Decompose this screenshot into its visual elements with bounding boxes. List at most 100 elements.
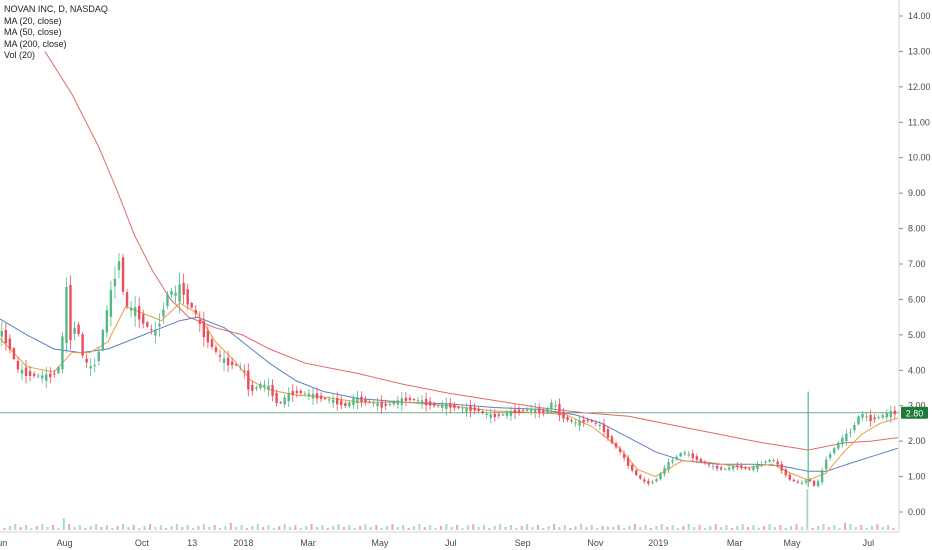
volume-bar (213, 525, 216, 530)
volume-bar (644, 525, 647, 530)
candle-body (360, 396, 363, 403)
volume-bar (531, 527, 534, 530)
candle-body (16, 360, 20, 370)
volume-bar (175, 524, 178, 530)
volume-bar (229, 522, 232, 530)
volume-bar (493, 526, 496, 530)
volume-bar (197, 526, 200, 530)
candle-body (788, 474, 791, 480)
time-axis-label: Jul (863, 538, 875, 548)
candle-body (732, 466, 735, 469)
candle-body (133, 307, 137, 317)
candle-body (420, 400, 424, 404)
price-tick-label: 2.00 (908, 436, 926, 446)
volume-bar (773, 527, 776, 530)
candle-body (723, 468, 727, 470)
volume-bar (46, 527, 49, 530)
candle-body (146, 322, 149, 327)
candle-body (222, 358, 226, 363)
volume-bar (483, 525, 486, 530)
volume-bar (757, 528, 760, 530)
candle-body (469, 406, 472, 412)
volume-bar (601, 526, 604, 530)
candle-body (513, 409, 517, 414)
legend-ma200[interactable]: MA (200, close) (4, 38, 67, 49)
candle-body (255, 387, 258, 390)
candle-body (158, 323, 161, 327)
volume-bar (623, 528, 626, 530)
candle-body (837, 442, 840, 449)
volume-bar (536, 525, 539, 530)
candle-body (497, 414, 501, 416)
candle-body (356, 397, 359, 404)
candle-body (428, 401, 432, 406)
volume-bar (752, 525, 755, 530)
candle-body (752, 467, 755, 471)
candle-body (683, 452, 686, 454)
candle-body (299, 390, 303, 394)
legend-ma20[interactable]: MA (20, close) (4, 15, 62, 26)
volume-bar (817, 526, 820, 530)
time-axis-label: Jul (445, 538, 457, 548)
volume-bar (170, 526, 173, 530)
volume-bar (380, 528, 383, 530)
volume-bar (456, 525, 459, 530)
candle-body (792, 479, 796, 481)
volume-bar (315, 527, 318, 530)
candle-body (703, 461, 707, 464)
candle-body (315, 393, 319, 399)
time-axis-label: 2018 (233, 538, 253, 548)
candle-body (816, 480, 820, 487)
volume-bar (84, 528, 87, 530)
legend-ma50[interactable]: MA (50, close) (4, 27, 62, 37)
volume-bar (827, 527, 830, 530)
time-axis-label: Oct (135, 538, 150, 548)
candle-body (546, 408, 549, 413)
volume-bar (736, 526, 739, 530)
candle-body (473, 407, 476, 411)
candle-body (154, 329, 157, 336)
volume-bar (245, 528, 248, 530)
candle-body (142, 314, 145, 324)
volume-bar (747, 527, 750, 530)
volume-bar (698, 525, 701, 530)
volume-bar (202, 524, 205, 530)
price-tick-label: 7.00 (908, 259, 926, 269)
candle-body (259, 383, 262, 388)
time-axis-label: May (784, 538, 802, 548)
candle-body (251, 385, 254, 392)
volume-bar (364, 524, 367, 530)
candle-body (287, 392, 290, 402)
candle-body (630, 464, 634, 471)
volume-bar (423, 527, 426, 530)
volume-bar (822, 524, 825, 530)
candle-body (465, 407, 468, 412)
candle-body (574, 422, 577, 424)
volume-bar (881, 527, 884, 530)
volume-bar (8, 526, 11, 530)
volume-bar (412, 526, 415, 530)
candle-body (69, 284, 72, 341)
volume-bar (504, 527, 507, 530)
candle-body (41, 375, 44, 379)
candle-body (485, 413, 488, 415)
volume-bar (720, 527, 723, 530)
volume-bar (509, 525, 512, 530)
legend-volume[interactable]: Vol (20) (4, 50, 36, 60)
volume-bar (876, 524, 879, 530)
candle-body (283, 397, 286, 405)
candle-body (768, 459, 771, 462)
volume-bar (407, 528, 410, 530)
volume-bar (617, 525, 620, 530)
volume-bar (806, 489, 809, 530)
candle-body (691, 453, 695, 459)
candle-body (457, 407, 460, 409)
volume-bar (854, 527, 857, 530)
candle-body (307, 393, 311, 396)
candle-body (614, 443, 618, 448)
volume-bar (148, 524, 151, 530)
volume-bar (520, 526, 523, 530)
time-axis-label: Mar (727, 538, 743, 548)
